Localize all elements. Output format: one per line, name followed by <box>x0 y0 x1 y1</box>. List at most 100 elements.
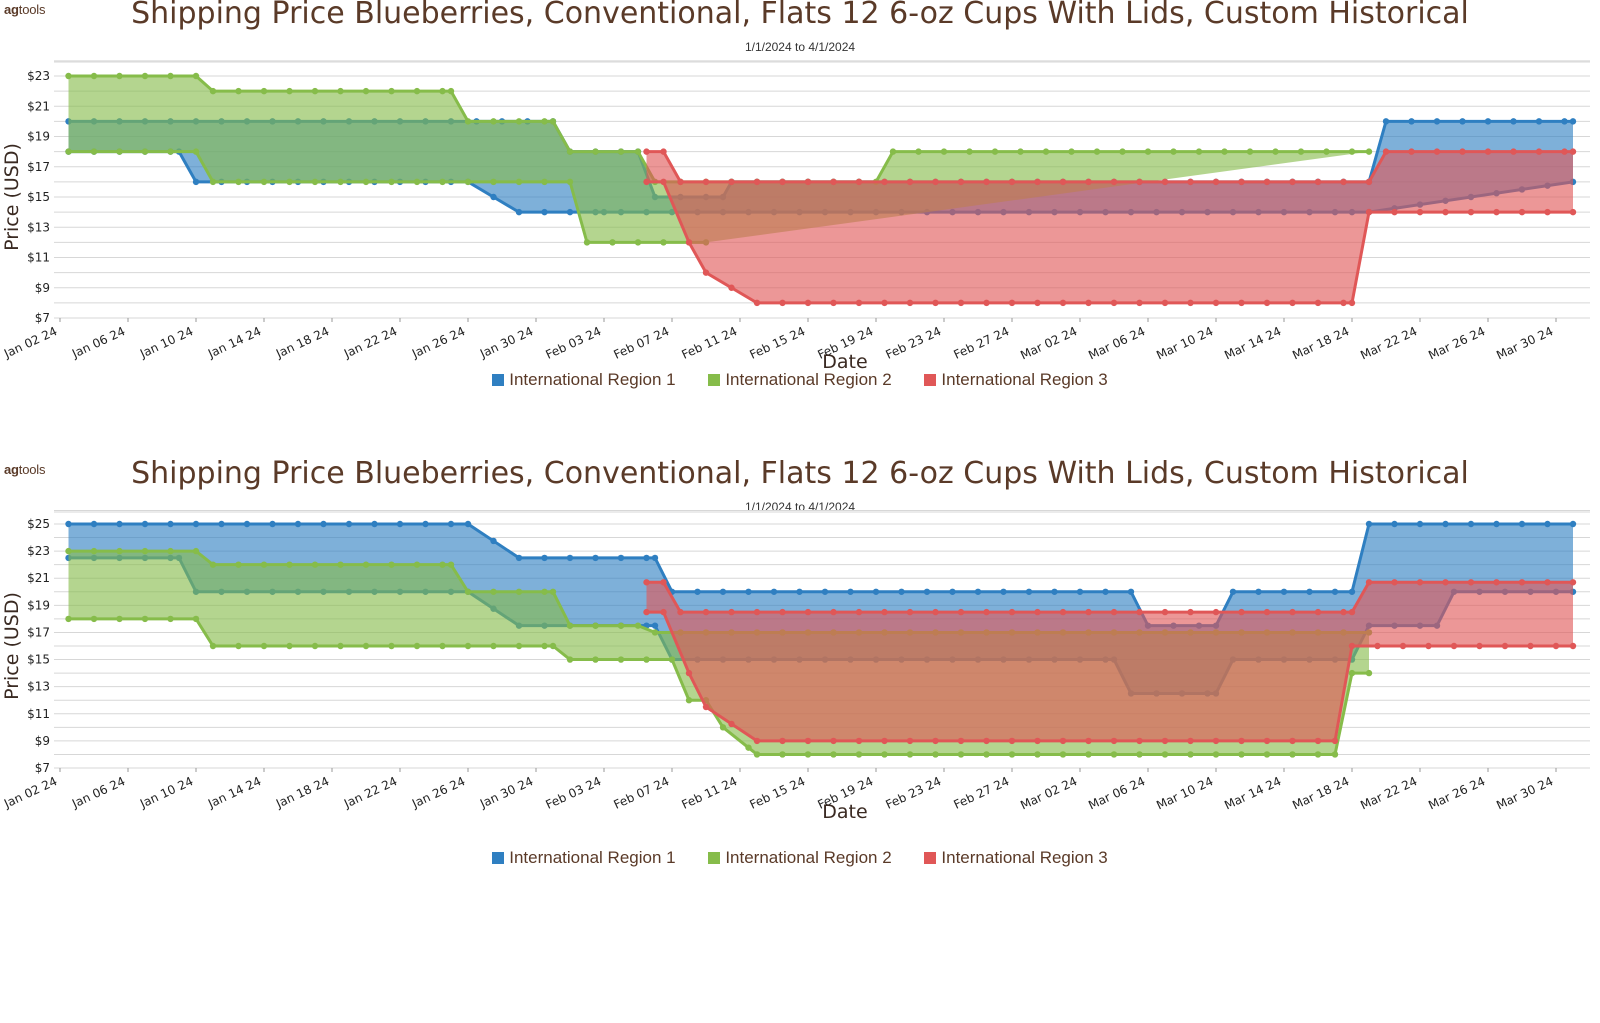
data-point <box>1544 208 1551 216</box>
y-tick-label: $13 <box>27 220 50 234</box>
data-point <box>337 642 344 650</box>
data-point <box>1161 608 1169 616</box>
y-tick-label: $11 <box>27 251 50 265</box>
y-tick-label: $15 <box>27 190 50 204</box>
x-tick-label: Mar 14 24 <box>1222 774 1283 812</box>
data-point <box>1238 737 1245 745</box>
data-point <box>677 608 684 616</box>
data-point <box>1289 737 1296 745</box>
data-point <box>660 148 667 155</box>
legend-item-region-2[interactable]: International Region 2 <box>708 848 892 868</box>
data-point <box>1263 178 1271 186</box>
agtools-logo[interactable]: agtools <box>4 462 46 477</box>
data-point <box>1306 588 1313 595</box>
data-point <box>515 118 523 125</box>
data-point <box>65 72 72 80</box>
data-point <box>1161 178 1169 186</box>
data-point <box>1314 299 1322 307</box>
data-point <box>660 579 667 586</box>
x-tick-label: Mar 10 24 <box>1154 774 1215 812</box>
y-tick-label: $11 <box>27 707 50 721</box>
data-point <box>1187 608 1194 616</box>
data-point <box>413 561 421 568</box>
data-point <box>1008 178 1016 186</box>
data-point <box>1510 118 1517 125</box>
y-axis-label: Price (USD) <box>1 592 23 700</box>
x-tick-label: Jan 30 24 <box>477 774 535 811</box>
data-point <box>660 178 667 186</box>
x-tick-label: Jan 14 24 <box>205 324 263 361</box>
data-point <box>90 148 98 155</box>
data-point <box>1102 588 1109 595</box>
data-point <box>932 178 939 186</box>
data-point <box>830 608 837 616</box>
data-point <box>209 642 217 650</box>
data-point <box>651 554 659 562</box>
data-point <box>167 148 174 155</box>
data-point <box>1391 520 1398 528</box>
data-point <box>90 547 98 555</box>
data-point <box>218 520 225 528</box>
x-tick-label: Mar 02 24 <box>1018 774 1079 812</box>
data-point <box>906 751 914 758</box>
data-point <box>388 178 395 186</box>
data-point <box>1238 608 1245 616</box>
legend-swatch-icon <box>708 374 721 386</box>
data-point <box>464 588 472 595</box>
series-3 <box>643 148 1577 307</box>
data-point <box>1119 148 1126 155</box>
data-point <box>685 239 693 246</box>
agtools-logo[interactable]: agtools <box>4 2 46 17</box>
series-group <box>65 72 1577 307</box>
data-point <box>1459 148 1466 155</box>
data-point <box>1161 737 1169 745</box>
legend-item-region-1[interactable]: International Region 1 <box>492 370 676 390</box>
data-point <box>660 239 667 246</box>
legend-item-region-3[interactable]: International Region 3 <box>924 370 1108 390</box>
data-point <box>311 642 319 650</box>
data-point <box>685 697 693 704</box>
data-point <box>643 178 650 186</box>
data-point <box>1289 299 1296 307</box>
data-point <box>719 588 727 595</box>
data-point <box>141 547 149 555</box>
data-point <box>1017 148 1024 155</box>
legend-item-region-1[interactable]: International Region 1 <box>492 848 676 868</box>
data-point <box>1110 737 1118 745</box>
data-point <box>881 178 888 186</box>
legend-swatch-icon <box>492 852 505 864</box>
data-point <box>1442 208 1449 216</box>
data-point <box>439 87 446 95</box>
data-point <box>1416 208 1424 216</box>
data-point <box>1535 148 1543 155</box>
data-point <box>541 588 548 595</box>
x-tick-label: Jan 18 24 <box>273 324 331 361</box>
data-point <box>1391 208 1398 216</box>
data-point <box>490 178 497 186</box>
x-tick-label: Mar 26 24 <box>1426 324 1487 362</box>
data-point <box>1136 751 1143 758</box>
legend-item-region-2[interactable]: International Region 2 <box>708 370 892 390</box>
x-tick-label: Mar 06 24 <box>1086 774 1147 812</box>
data-point <box>855 737 863 745</box>
data-point <box>1544 579 1551 586</box>
data-point <box>1289 178 1296 186</box>
data-point <box>490 588 497 595</box>
data-point <box>983 751 990 758</box>
data-point <box>1085 737 1092 745</box>
data-point <box>167 547 174 555</box>
data-point <box>1187 299 1194 307</box>
data-point <box>1289 608 1296 616</box>
legend-item-region-3[interactable]: International Region 3 <box>924 848 1108 868</box>
data-point <box>388 561 395 568</box>
data-point <box>541 118 548 125</box>
data-point <box>311 87 319 95</box>
data-point <box>490 193 497 201</box>
data-point <box>855 299 863 307</box>
data-point <box>1493 208 1500 216</box>
data-point <box>617 554 625 562</box>
data-point <box>1510 148 1517 155</box>
chart-legend: International Region 1 International Reg… <box>0 848 1600 868</box>
x-tick-label: Jan 22 24 <box>341 774 399 811</box>
data-point <box>65 520 72 528</box>
